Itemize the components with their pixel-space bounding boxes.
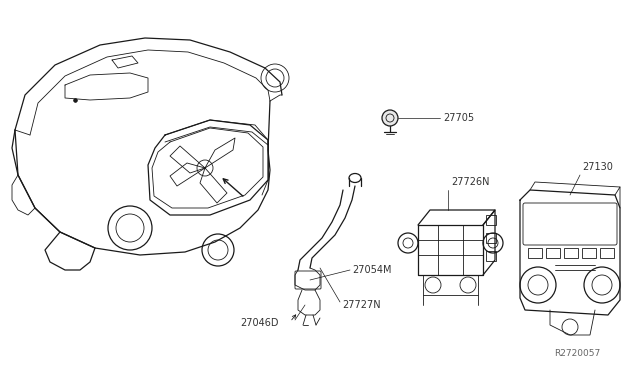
Text: 27705: 27705 — [443, 113, 474, 123]
Text: 27054M: 27054M — [352, 265, 392, 275]
Text: 27726N: 27726N — [451, 177, 490, 187]
Text: 27727N: 27727N — [342, 300, 381, 310]
Text: 27130: 27130 — [582, 162, 613, 172]
Bar — [528, 248, 542, 258]
Bar — [582, 248, 596, 258]
Bar — [546, 248, 560, 258]
Text: 27046D: 27046D — [240, 318, 278, 328]
Text: R2720057: R2720057 — [554, 349, 600, 358]
Bar — [486, 233, 496, 243]
Bar — [486, 215, 496, 225]
Bar — [600, 248, 614, 258]
Bar — [564, 248, 578, 258]
Bar — [486, 251, 496, 261]
Circle shape — [382, 110, 398, 126]
